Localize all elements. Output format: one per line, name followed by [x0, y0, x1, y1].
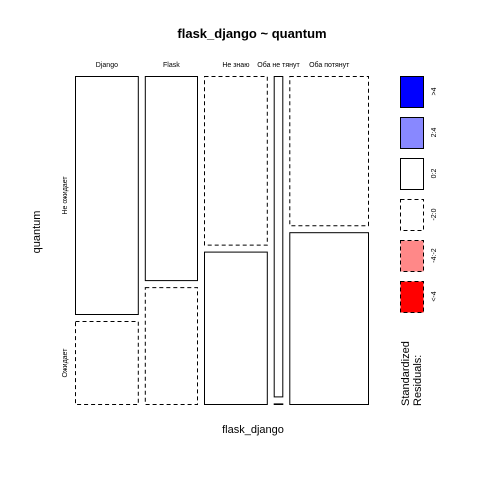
- residual-legend: >4 2:4 0:2 -2:0 -4:-2 <-4: [400, 76, 438, 313]
- x-category-label: Оба не тянут: [257, 61, 300, 69]
- mosaic-cell: [289, 76, 369, 227]
- mosaic-cell: [75, 76, 139, 315]
- legend-label: 0:2: [431, 169, 438, 179]
- mosaic-cell: [204, 76, 268, 246]
- legend-swatch: [400, 117, 424, 149]
- x-axis-label: flask_django: [222, 424, 284, 436]
- legend-swatch: [400, 240, 424, 272]
- y-category-label: Не ожидает: [62, 176, 69, 215]
- chart-title: flask_django ~ quantum: [177, 26, 326, 41]
- y-category-labels: Не ожидает Ожидает: [62, 176, 69, 378]
- mosaic-cell: [273, 76, 284, 398]
- mosaic-cells: [75, 76, 369, 406]
- mosaic-cell: [204, 251, 268, 405]
- x-category-label: Не знаю: [222, 62, 249, 69]
- legend-swatch: [400, 158, 424, 190]
- legend-label: <-4: [431, 291, 438, 301]
- mosaic-cell: [273, 403, 284, 405]
- legend-label: >4: [431, 87, 438, 95]
- mosaic-cell: [75, 321, 139, 405]
- legend-swatch: [400, 281, 424, 313]
- legend-label: 2:4: [431, 128, 438, 138]
- legend-title-line1: Standardized: [400, 341, 412, 406]
- legend-swatch: [400, 199, 424, 231]
- mosaic-cell: [144, 287, 199, 406]
- legend-label: -4:-2: [431, 248, 438, 263]
- legend-label: -2:0: [431, 208, 438, 220]
- legend-swatch: [400, 76, 424, 108]
- y-category-label: Ожидает: [62, 348, 69, 378]
- x-category-label: Оба потянут: [309, 61, 350, 69]
- legend-title-line2: Residuals:: [412, 355, 424, 406]
- mosaic-cell: [144, 76, 199, 282]
- mosaic-cell: [289, 232, 369, 405]
- y-axis-label: quantum: [31, 211, 43, 254]
- x-category-labels: Django Flask Не знаю Оба не тянут Оба потяну…: [96, 61, 350, 69]
- x-category-label: Flask: [163, 62, 180, 69]
- x-category-label: Django: [96, 62, 118, 69]
